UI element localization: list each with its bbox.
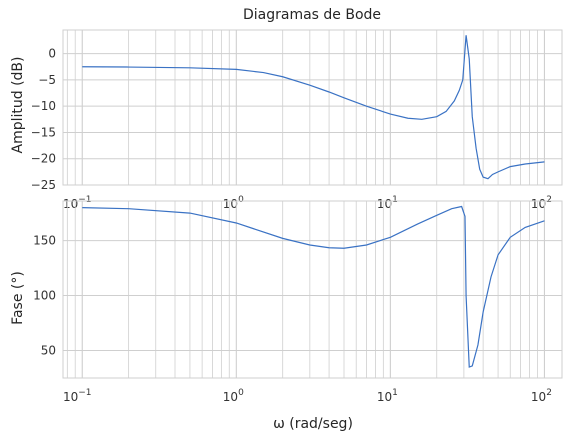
y-tick-label: −15 [31,125,56,139]
y-tick-label: 0 [48,47,56,61]
y-tick-label: −25 [31,178,56,192]
x-tick-label: 100 [223,195,244,211]
x-tick-label: 10−1 [63,388,92,404]
plot-frame [62,29,563,186]
y-tick-label: −20 [31,152,56,166]
y-tick-label: −5 [38,73,56,87]
phase-y-axis-label: Fase (°) [10,271,26,325]
x-axis-label: ω (rad/seg) [273,416,353,432]
x-tick-label: 101 [377,195,398,211]
plot-frame [62,200,563,379]
y-tick-label: −10 [31,99,56,113]
phase-plot: 50 100 150 10−1 100 101 102 [33,200,563,404]
x-tick-label: 102 [531,388,552,404]
y-tick-label: 50 [41,344,56,358]
magnitude-y-axis-label: Amplitud (dB) [10,57,26,154]
magnitude-series-line [82,35,545,180]
y-tick-label: 150 [33,234,56,248]
x-tick-label: 100 [223,388,244,404]
y-tick-label: 100 [33,289,56,303]
figure-title: Diagramas de Bode [243,7,381,23]
x-tick-label: 101 [377,388,398,404]
x-tick-label: 102 [531,195,552,211]
phase-series-line [82,205,545,368]
